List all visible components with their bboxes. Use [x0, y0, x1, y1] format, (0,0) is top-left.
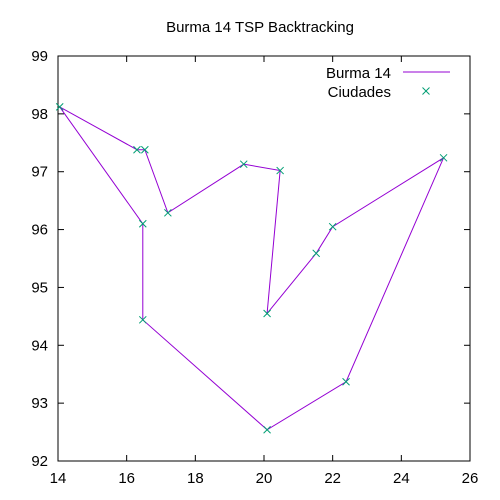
city-point — [342, 377, 350, 386]
y-tick-label: 92 — [31, 453, 48, 470]
y-tick-label: 94 — [31, 337, 48, 354]
y-tick-label: 96 — [31, 222, 48, 239]
series-burma-14 — [59, 106, 445, 431]
y-tick-label: 98 — [31, 106, 48, 123]
legend-label-burma-14: Burma 14 — [326, 65, 391, 82]
city-point — [263, 425, 271, 434]
series-ciudades — [55, 103, 448, 434]
x-tick-label: 24 — [393, 470, 410, 487]
city-point — [276, 166, 284, 175]
y-tick-label: 97 — [31, 164, 48, 181]
plot-frame — [57, 55, 471, 462]
city-point — [138, 315, 147, 324]
y-tick-label: 99 — [31, 48, 48, 65]
legend-swatch-ciudades — [422, 87, 430, 95]
city-point — [439, 153, 448, 162]
city-point — [328, 222, 337, 231]
city-point — [138, 219, 147, 228]
y-tick-label: 95 — [31, 279, 48, 296]
legend: Burma 14 Ciudades — [326, 65, 450, 101]
city-point — [55, 103, 64, 111]
x-tick-label: 26 — [462, 470, 479, 487]
x-tick-label: 22 — [324, 470, 341, 487]
axis-ticks: 14 16 18 20 22 24 26 92 93 94 95 96 97 98 99 — [31, 48, 478, 487]
city-point — [133, 145, 141, 154]
chart-title: Burma 14 TSP Backtracking — [166, 19, 354, 36]
city-point — [312, 249, 321, 258]
x-tick-label: 20 — [256, 470, 273, 487]
city-point — [239, 160, 248, 169]
x-tick-label: 14 — [50, 470, 67, 487]
legend-label-ciudades: Ciudades — [328, 84, 391, 101]
city-point — [263, 309, 271, 318]
legend-x-marker — [422, 87, 430, 95]
tour-path-line — [59, 106, 445, 431]
y-tick-label: 93 — [31, 395, 48, 412]
x-tick-label: 16 — [118, 470, 135, 487]
city-point — [164, 208, 172, 217]
x-tick-label: 18 — [187, 470, 204, 487]
city-point — [141, 145, 149, 154]
